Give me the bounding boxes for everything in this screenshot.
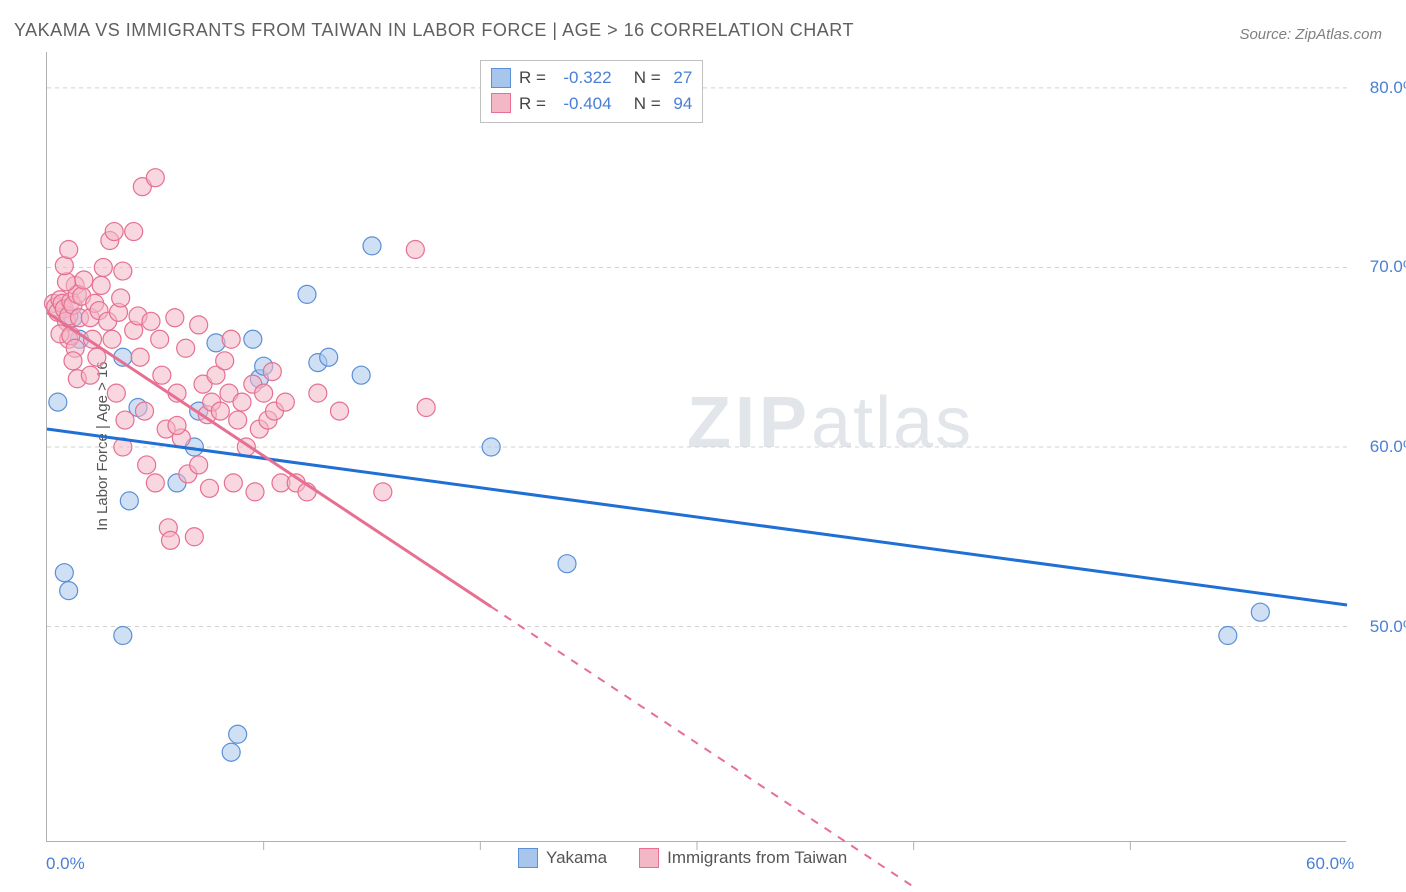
point-taiwan: [58, 273, 76, 291]
point-yakama: [229, 725, 247, 743]
point-yakama: [1251, 603, 1269, 621]
x-tick-label: 60.0%: [1306, 854, 1354, 874]
point-taiwan: [276, 393, 294, 411]
stats-row-taiwan: R = -0.404 N = 94: [491, 91, 692, 117]
point-taiwan: [151, 330, 169, 348]
point-taiwan: [107, 384, 125, 402]
point-taiwan: [331, 402, 349, 420]
source-label: Source: ZipAtlas.com: [1239, 26, 1382, 43]
stat-r-value: -0.322: [559, 65, 612, 91]
point-taiwan: [142, 312, 160, 330]
stat-n-label: N =: [620, 65, 666, 91]
point-yakama: [352, 366, 370, 384]
point-yakama: [320, 348, 338, 366]
point-taiwan: [116, 411, 134, 429]
point-taiwan: [185, 528, 203, 546]
point-taiwan: [177, 339, 195, 357]
stat-n-label: N =: [620, 91, 666, 117]
point-taiwan: [103, 330, 121, 348]
point-taiwan: [166, 309, 184, 327]
legend-label-yakama: Yakama: [546, 848, 607, 868]
point-yakama: [222, 743, 240, 761]
point-taiwan: [64, 352, 82, 370]
point-taiwan: [138, 456, 156, 474]
stats-box: R = -0.322 N = 27R = -0.404 N = 94: [480, 60, 703, 123]
point-taiwan: [417, 399, 435, 417]
x-tick-label: 0.0%: [46, 854, 85, 874]
point-yakama: [114, 627, 132, 645]
legend-swatch-yakama: [518, 848, 538, 868]
trend-yakama: [47, 429, 1347, 605]
point-taiwan: [374, 483, 392, 501]
point-taiwan: [146, 474, 164, 492]
point-taiwan: [168, 416, 186, 434]
point-yakama: [55, 564, 73, 582]
point-taiwan: [125, 223, 143, 241]
point-taiwan: [263, 363, 281, 381]
plot-area: ZIPatlas 50.0%60.0%70.0%80.0%: [46, 52, 1346, 842]
trend-taiwan: [47, 312, 491, 606]
point-taiwan: [211, 402, 229, 420]
point-taiwan: [246, 483, 264, 501]
stat-r-label: R =: [519, 65, 551, 91]
point-taiwan: [255, 384, 273, 402]
plot-svg: [47, 52, 1346, 841]
chart-container: YAKAMA VS IMMIGRANTS FROM TAIWAN IN LABO…: [0, 0, 1406, 892]
stat-n-value: 27: [673, 65, 692, 91]
point-taiwan: [233, 393, 251, 411]
point-taiwan: [224, 474, 242, 492]
swatch-yakama: [491, 68, 511, 88]
point-taiwan: [114, 262, 132, 280]
legend-swatch-taiwan: [639, 848, 659, 868]
chart-title: YAKAMA VS IMMIGRANTS FROM TAIWAN IN LABO…: [14, 20, 854, 41]
point-yakama: [120, 492, 138, 510]
point-taiwan: [190, 316, 208, 334]
point-yakama: [244, 330, 262, 348]
point-yakama: [49, 393, 67, 411]
point-taiwan: [201, 479, 219, 497]
point-taiwan: [131, 348, 149, 366]
y-tick-label: 50.0%: [1358, 617, 1406, 637]
swatch-taiwan: [491, 93, 511, 113]
point-taiwan: [309, 384, 327, 402]
point-yakama: [298, 285, 316, 303]
point-taiwan: [229, 411, 247, 429]
point-taiwan: [75, 271, 93, 289]
stat-r-label: R =: [519, 91, 551, 117]
point-taiwan: [112, 289, 130, 307]
point-taiwan: [94, 258, 112, 276]
stats-row-yakama: R = -0.322 N = 27: [491, 65, 692, 91]
point-taiwan: [136, 402, 154, 420]
point-taiwan: [190, 456, 208, 474]
point-taiwan: [81, 366, 99, 384]
point-yakama: [558, 555, 576, 573]
y-tick-label: 70.0%: [1358, 257, 1406, 277]
trend-taiwan-dashed: [491, 607, 914, 887]
point-yakama: [363, 237, 381, 255]
point-yakama: [60, 582, 78, 600]
point-yakama: [1219, 627, 1237, 645]
y-tick-label: 80.0%: [1358, 78, 1406, 98]
point-taiwan: [162, 531, 180, 549]
point-taiwan: [92, 276, 110, 294]
point-taiwan: [222, 330, 240, 348]
bottom-legend: Yakama Immigrants from Taiwan: [518, 848, 871, 868]
point-taiwan: [146, 169, 164, 187]
stat-n-value: 94: [673, 91, 692, 117]
point-taiwan: [153, 366, 171, 384]
point-yakama: [482, 438, 500, 456]
y-tick-label: 60.0%: [1358, 437, 1406, 457]
point-taiwan: [60, 241, 78, 259]
point-taiwan: [55, 257, 73, 275]
stat-r-value: -0.404: [559, 91, 612, 117]
legend-label-taiwan: Immigrants from Taiwan: [667, 848, 847, 868]
point-taiwan: [105, 223, 123, 241]
point-taiwan: [406, 241, 424, 259]
point-taiwan: [216, 352, 234, 370]
